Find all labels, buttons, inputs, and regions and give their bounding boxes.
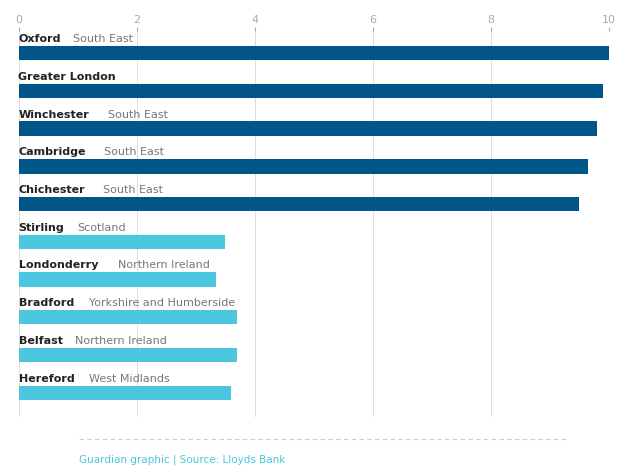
Text: Scotland: Scotland [78, 223, 126, 233]
Text: Stirling: Stirling [18, 223, 64, 233]
Text: Northern Ireland: Northern Ireland [75, 336, 167, 346]
Bar [18, 235, 225, 249]
Text: Londonderry: Londonderry [18, 260, 98, 270]
Text: Hereford: Hereford [18, 374, 74, 384]
Text: West Midlands: West Midlands [90, 374, 170, 384]
Text: Winchester: Winchester [18, 110, 89, 120]
Text: Northern Ireland: Northern Ireland [118, 260, 210, 270]
Bar [18, 386, 231, 400]
Bar [18, 310, 237, 324]
Bar [18, 122, 597, 136]
Text: Guardian graphic | Source: Lloyds Bank: Guardian graphic | Source: Lloyds Bank [79, 454, 285, 465]
Text: Yorkshire and Humberside: Yorkshire and Humberside [89, 298, 235, 308]
Text: South East: South East [107, 110, 168, 120]
Text: Oxford: Oxford [18, 34, 61, 44]
Text: Cambridge: Cambridge [18, 147, 86, 157]
Text: South East: South East [73, 34, 133, 44]
Text: Chichester: Chichester [18, 185, 85, 195]
Bar [18, 46, 609, 60]
Text: Belfast: Belfast [18, 336, 62, 346]
Text: South East: South East [103, 147, 163, 157]
Bar [18, 159, 588, 173]
Bar [18, 197, 579, 211]
Text: Bradford: Bradford [18, 298, 74, 308]
Bar [18, 348, 237, 362]
Text: Greater London: Greater London [18, 72, 116, 82]
Bar [18, 272, 216, 287]
Text: South East: South East [103, 185, 163, 195]
Bar [18, 84, 603, 98]
